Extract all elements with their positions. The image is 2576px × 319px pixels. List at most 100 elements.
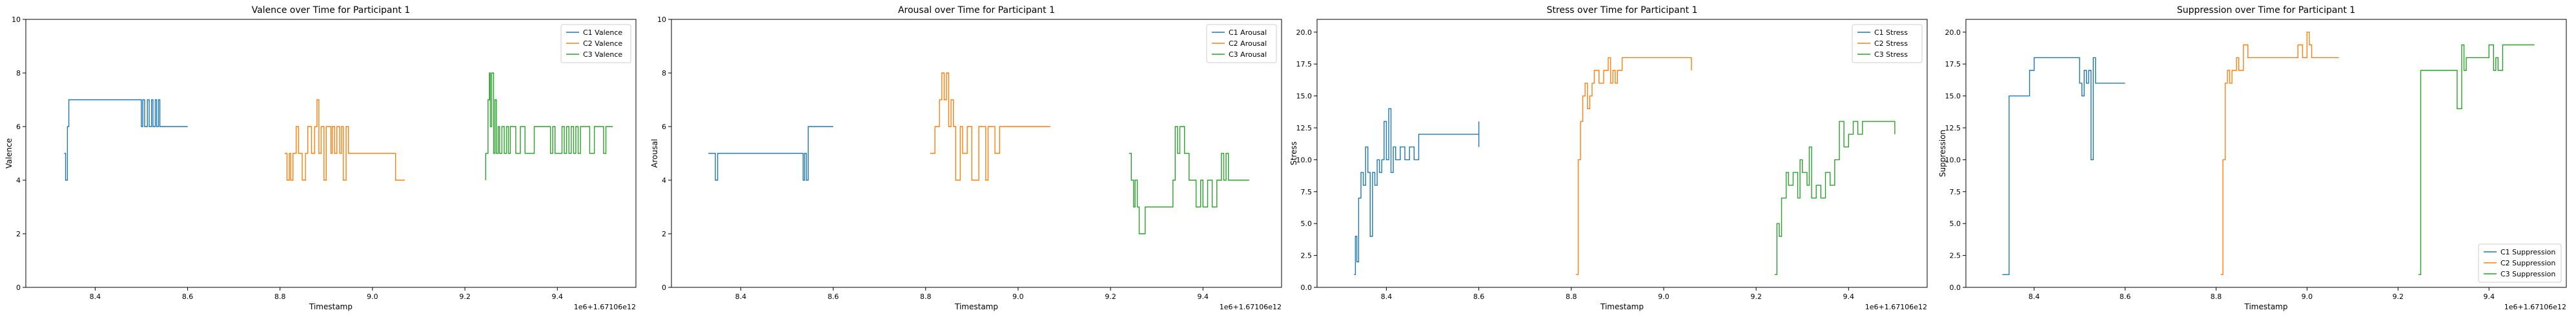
x-tick-label: 9.2 [1750, 293, 1762, 301]
y-tick-label: 15.0 [1296, 92, 1313, 101]
series-line-0-0 [64, 99, 188, 181]
x-tick-label: 9.0 [367, 293, 378, 301]
x-offset-label: 1e6+1.67106e12 [574, 303, 636, 311]
legend-label: C3 Suppression [2500, 270, 2555, 278]
y-tick-label: 12.5 [1296, 124, 1313, 132]
series-line-3-1 [2220, 32, 2339, 275]
x-tick-label: 8.6 [828, 293, 839, 301]
x-offset-label: 1e6+1.67106e12 [1865, 303, 1927, 311]
series-line-0-2 [485, 72, 613, 180]
y-tick-label: 5.0 [1950, 220, 1961, 228]
legend-label: C3 Valence [583, 50, 622, 59]
legend-label: C2 Stress [1874, 39, 1908, 48]
series-line-1-1 [930, 72, 1050, 181]
y-tick-label: 15.0 [1945, 92, 1961, 101]
series-line-3-2 [2418, 44, 2535, 275]
x-tick-label: 9.4 [2483, 293, 2495, 301]
chart-panel-3: 8.4 8.6 8.8 9.0 9.2 9.4 0.0 2.5 5.0 7.5 10.0 12.5 15… [1938, 5, 2567, 311]
legend: C1 Arousal C2 Arousal C3 Arousal [1206, 24, 1277, 63]
y-tick-label: 17.5 [1945, 60, 1961, 68]
legend-box [1206, 24, 1277, 63]
x-tick-label: 8.6 [1473, 293, 1485, 301]
chart-title: Valence over Time for Participant 1 [252, 5, 411, 15]
series-line-3-0 [2002, 57, 2125, 275]
y-axis-label: Arousal [650, 139, 659, 168]
chart-panel-1: 8.4 8.6 8.8 9.0 9.2 9.4 0 2 4 6 8 10 Arousal over Ti… [650, 5, 1282, 311]
x-axis-label: Timestamp [954, 302, 998, 311]
x-axis-label: Timestamp [1600, 302, 1644, 311]
y-tick-label: 10 [657, 15, 666, 24]
chart-title: Arousal over Time for Participant 1 [898, 5, 1055, 15]
legend-box [1852, 24, 1923, 63]
x-tick-label: 9.2 [1105, 293, 1116, 301]
y-tick-label: 10.0 [1945, 156, 1961, 164]
axes-frame [1965, 19, 2567, 288]
chart-panel-2: 8.4 8.6 8.8 9.0 9.2 9.4 0.0 2.5 5.0 7.5 10.0 12.5 15… [1289, 5, 1928, 311]
y-tick-label: 8 [16, 69, 21, 77]
y-tick-label: 0 [16, 283, 21, 292]
x-tick-label: 9.2 [2393, 293, 2404, 301]
legend-label: C3 Stress [1874, 50, 1908, 59]
y-tick-label: 10 [12, 15, 21, 24]
legend: C1 Suppression C2 Suppression C3 Suppressi… [2478, 243, 2562, 283]
y-tick-label: 6 [16, 123, 21, 131]
x-tick-label: 8.6 [2120, 293, 2131, 301]
axes-frame [1316, 19, 1928, 288]
y-tick-label: 7.5 [1301, 188, 1313, 196]
x-tick-label: 8.6 [182, 293, 194, 301]
series-line-2-0 [1354, 108, 1480, 275]
x-tick-label: 9.4 [1198, 293, 1209, 301]
series-line-2-2 [1774, 121, 1896, 275]
x-tick-label: 9.2 [459, 293, 471, 301]
legend-label: C1 Arousal [1229, 28, 1267, 37]
legend-label: C3 Arousal [1229, 50, 1267, 59]
y-tick-label: 0.0 [1301, 283, 1313, 292]
y-tick-label: 7.5 [1950, 188, 1961, 196]
y-tick-label: 2 [16, 230, 21, 238]
y-tick-label: 20.0 [1945, 28, 1961, 37]
legend: C1 Stress C2 Stress C3 Stress [1852, 24, 1923, 63]
series-line-0-1 [284, 99, 405, 181]
legend-label: C2 Valence [583, 39, 622, 48]
series-line-1-2 [1129, 126, 1249, 234]
x-tick-label: 9.4 [1843, 293, 1855, 301]
y-tick-label: 12.5 [1945, 124, 1961, 132]
x-offset-label: 1e6+1.67106e12 [1220, 303, 1282, 311]
y-tick-label: 2.5 [1950, 252, 1961, 260]
x-offset-label: 1e6+1.67106e12 [2504, 303, 2566, 311]
y-tick-label: 6 [662, 123, 666, 131]
y-tick-label: 17.5 [1296, 60, 1313, 68]
x-tick-label: 8.8 [274, 293, 286, 301]
y-tick-label: 8 [662, 69, 666, 77]
x-tick-label: 8.4 [90, 293, 101, 301]
x-tick-label: 9.0 [1658, 293, 1670, 301]
x-tick-label: 8.4 [1381, 293, 1393, 301]
y-axis-label: Suppression [1938, 130, 1947, 177]
series-line-1-0 [708, 126, 833, 181]
x-tick-label: 9.0 [1012, 293, 1024, 301]
legend-label: C1 Stress [1874, 28, 1908, 37]
axes-frame [25, 19, 637, 288]
legend-label: C2 Arousal [1229, 39, 1267, 48]
series-line-2-1 [1575, 57, 1692, 275]
axes-frame [671, 19, 1282, 288]
y-tick-label: 0 [662, 283, 666, 292]
x-tick-label: 9.0 [2302, 293, 2313, 301]
legend-label: C2 Suppression [2500, 259, 2555, 267]
y-tick-label: 0.0 [1950, 283, 1961, 292]
y-tick-label: 20.0 [1296, 28, 1313, 37]
x-axis-label: Timestamp [309, 302, 353, 311]
y-tick-label: 4 [16, 176, 21, 185]
y-tick-label: 2.5 [1301, 252, 1313, 260]
x-tick-label: 8.4 [735, 293, 747, 301]
x-tick-label: 9.4 [552, 293, 564, 301]
legend-box [560, 24, 631, 63]
x-tick-label: 8.8 [2211, 293, 2222, 301]
y-axis-label: Valence [5, 138, 14, 169]
x-axis-label: Timestamp [2244, 302, 2288, 311]
x-tick-label: 8.8 [920, 293, 932, 301]
chart-panel-0: 8.4 8.6 8.8 9.0 9.2 9.4 0 2 4 6 8 10 Valence over Ti… [5, 5, 637, 311]
x-tick-label: 8.8 [1566, 293, 1577, 301]
